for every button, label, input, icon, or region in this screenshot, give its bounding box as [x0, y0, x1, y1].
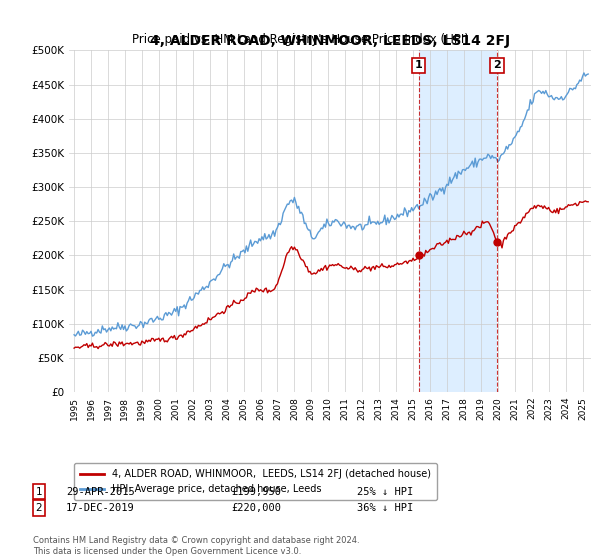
Text: Price paid vs. HM Land Registry's House Price Index (HPI): Price paid vs. HM Land Registry's House … — [131, 32, 469, 45]
Text: £220,000: £220,000 — [231, 503, 281, 513]
Text: 2: 2 — [35, 503, 43, 513]
Bar — [419, 50, 497, 392]
Text: 2: 2 — [493, 60, 501, 71]
Text: 1: 1 — [35, 487, 43, 497]
Text: 25% ↓ HPI: 25% ↓ HPI — [357, 487, 413, 497]
Text: 36% ↓ HPI: 36% ↓ HPI — [357, 503, 413, 513]
Title: 4, ALDER ROAD, WHINMOOR, LEEDS, LS14 2FJ: 4, ALDER ROAD, WHINMOOR, LEEDS, LS14 2FJ — [150, 34, 510, 48]
Text: 17-DEC-2019: 17-DEC-2019 — [66, 503, 135, 513]
Legend: 4, ALDER ROAD, WHINMOOR,  LEEDS, LS14 2FJ (detached house), HPI: Average price, : 4, ALDER ROAD, WHINMOOR, LEEDS, LS14 2FJ… — [74, 464, 437, 500]
Text: 1: 1 — [415, 60, 422, 71]
Text: Contains HM Land Registry data © Crown copyright and database right 2024.
This d: Contains HM Land Registry data © Crown c… — [33, 536, 359, 556]
Text: 29-APR-2015: 29-APR-2015 — [66, 487, 135, 497]
Text: £199,950: £199,950 — [231, 487, 281, 497]
